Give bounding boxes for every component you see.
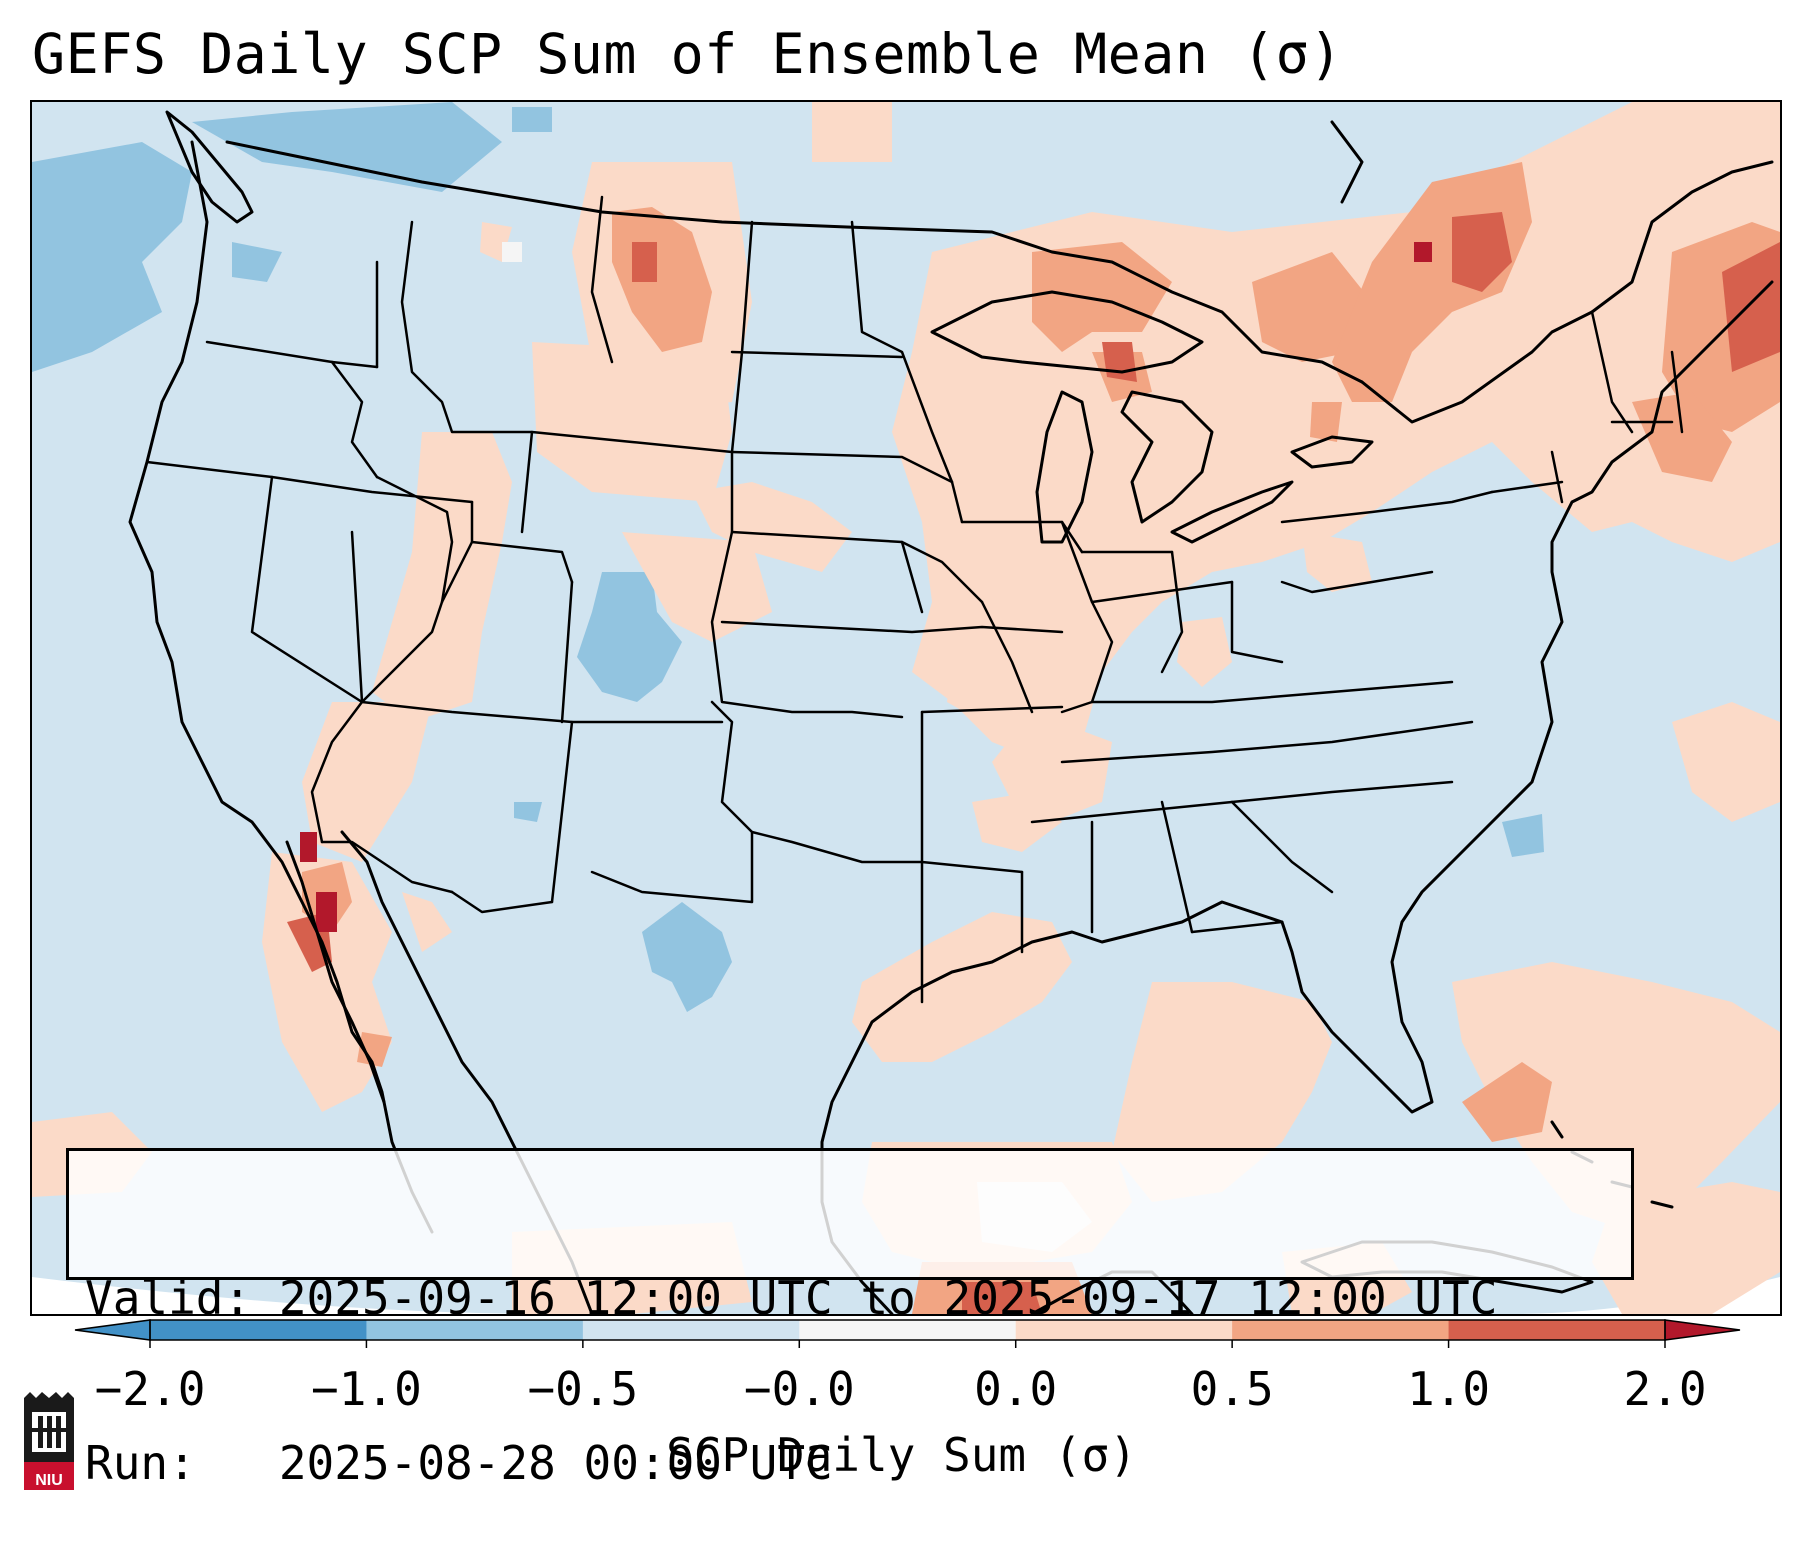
niu-logo-icon [24, 1392, 74, 1490]
map [32, 102, 1780, 1314]
anomaly-positive [1462, 1062, 1552, 1142]
valid-run-box: Valid: 2025-09-16 12:00 UTC to 2025-09-1… [66, 1148, 1634, 1490]
niu-logo-text: NIU [35, 1472, 63, 1489]
colorbar-tick-label: 1.0 [1407, 1362, 1491, 1416]
anomaly-negative [1502, 814, 1544, 857]
anomaly-strong-positive [1452, 212, 1512, 292]
colorbar-segment [1232, 1320, 1450, 1340]
colorbar-segment [366, 1320, 584, 1340]
map-frame [30, 100, 1782, 1316]
anomaly-strong-positive [1722, 242, 1780, 372]
lake-michigan [1035, 390, 1094, 544]
map-boundaries [128, 110, 1774, 1314]
colorbar-tick-label: 0.5 [1190, 1362, 1274, 1416]
lake-erie [1170, 480, 1294, 544]
colorbar-label: SCP Daily Sum (σ) [666, 1428, 1137, 1482]
chart-title: GEFS Daily SCP Sum of Ensemble Mean (σ) [32, 22, 1343, 86]
colorbar-tick-label: −2.0 [94, 1362, 206, 1416]
anomaly-negative [232, 242, 282, 282]
anomaly-negative [32, 142, 192, 372]
canada-border [1590, 160, 1774, 314]
anomaly-positive [1112, 982, 1332, 1202]
anomaly-positive [302, 702, 432, 862]
anomaly-positive [372, 432, 512, 722]
vancouver-island [165, 110, 254, 224]
anomaly-positive [1032, 242, 1172, 352]
colorbar-extend-low [74, 1319, 151, 1341]
anomaly-strong-positive [316, 892, 337, 932]
anomaly-negative [192, 102, 502, 192]
lake-huron [1120, 390, 1214, 524]
anomaly-positive [1592, 1182, 1780, 1314]
canada-lakes [1330, 120, 1364, 204]
anomaly-negative [512, 107, 552, 132]
colorbar-tick-label: −0.0 [743, 1362, 855, 1416]
colorbar-segment [582, 1320, 800, 1340]
run-time: Run: 2025-08-28 00:00 UTC [85, 1436, 833, 1490]
anomaly-near-zero [502, 242, 522, 262]
anomaly-positive [1310, 402, 1342, 442]
colorbar-segment [1015, 1320, 1233, 1340]
anomaly-positive [1252, 252, 1372, 362]
anomaly-strong-positive [1414, 242, 1432, 262]
atlantic-coast [1280, 280, 1774, 1114]
anomaly-negative [514, 802, 542, 822]
anomaly-positive [972, 792, 1062, 852]
colorbar-tick-label: −0.5 [527, 1362, 639, 1416]
anomaly-negative [577, 572, 682, 702]
baja-coast [285, 840, 386, 1104]
colorbar-segment [150, 1320, 367, 1340]
canada-border [225, 140, 1364, 384]
anomaly-positive [1177, 617, 1232, 687]
anomaly-positive [947, 662, 1022, 722]
anomaly-strong-positive [632, 242, 657, 282]
colorbar [74, 1319, 1741, 1348]
colorbar-outline [149, 1319, 1666, 1341]
lake-superior [930, 290, 1204, 374]
anomaly-strong-positive [1102, 342, 1137, 382]
anomaly-positive [1302, 532, 1372, 592]
anomaly-positive [1672, 702, 1780, 822]
colorbar-segment [1448, 1320, 1666, 1340]
anomaly-positive [622, 532, 772, 642]
niu-logo: NIU [20, 1390, 78, 1492]
colorbar-segment [799, 1320, 1017, 1340]
anomaly-strong-positive [300, 832, 317, 862]
anomaly-patches [32, 102, 1780, 1314]
map-corner-white [32, 1277, 552, 1314]
anomaly-positive [812, 102, 892, 162]
anomaly-negative [642, 902, 732, 1012]
valid-time: Valid: 2025-09-16 12:00 UTC to 2025-09-1… [85, 1271, 1498, 1325]
anomaly-positive [357, 1032, 392, 1067]
anomaly-positive [402, 892, 452, 952]
colorbar-tick-label: 0.0 [974, 1362, 1058, 1416]
colorbar-tick-label: 2.0 [1623, 1362, 1707, 1416]
colorbar-tick-label: −1.0 [311, 1362, 422, 1416]
state-borders [145, 195, 1684, 1004]
pacific-coast [128, 140, 434, 1234]
canada-border [1360, 310, 1594, 424]
lake-ontario [1290, 435, 1374, 469]
anomaly-positive [532, 342, 732, 502]
anomaly-strong-positive [962, 1282, 1042, 1314]
colorbar-extend-high [1664, 1319, 1741, 1341]
